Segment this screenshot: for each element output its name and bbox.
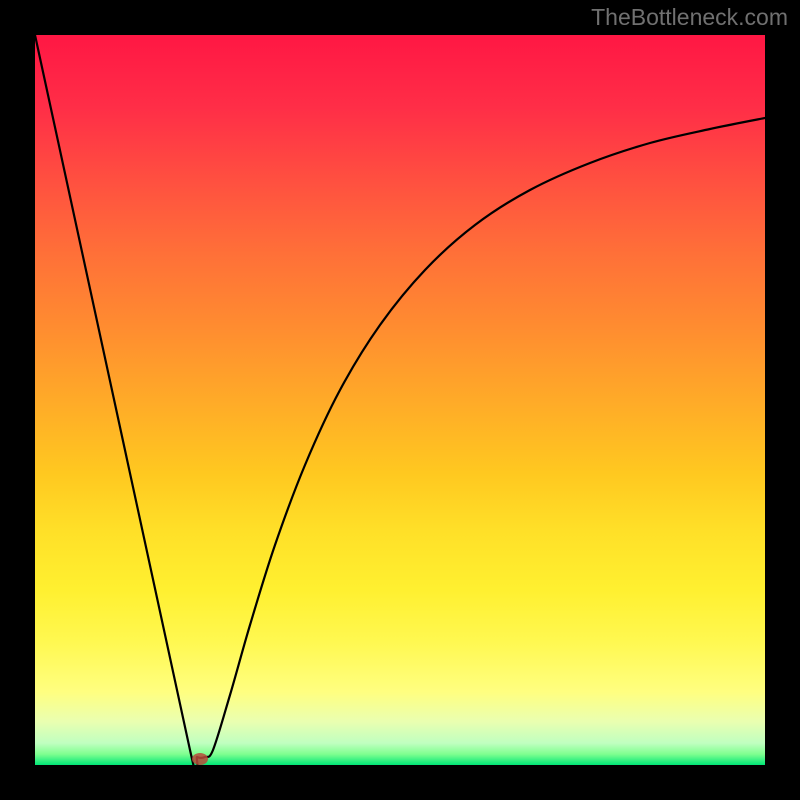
bottleneck-curve — [35, 35, 765, 765]
plot-area — [35, 35, 765, 765]
chart-container: TheBottleneck.com — [0, 0, 800, 800]
optimum-marker — [192, 753, 208, 765]
curve-layer — [35, 35, 765, 765]
watermark-text: TheBottleneck.com — [591, 4, 788, 31]
